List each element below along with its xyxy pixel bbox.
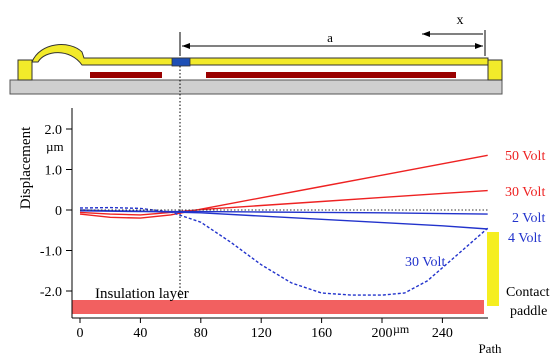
dimension-x-label: x bbox=[457, 13, 464, 28]
y-tick-label: -1.0 bbox=[40, 245, 62, 260]
beam bbox=[31, 44, 489, 66]
y-tick-label: 2.0 bbox=[45, 123, 63, 138]
x-tick-label: 0 bbox=[77, 326, 84, 341]
y-axis-label: Displacement bbox=[18, 126, 34, 209]
dimension-a-arrow-right bbox=[475, 43, 483, 49]
dimension-a-arrow-left bbox=[182, 43, 190, 49]
series-layer bbox=[79, 154, 489, 296]
x-tick-label: 160 bbox=[311, 326, 332, 341]
series-label-2: 2 Volt bbox=[512, 211, 545, 226]
series-label-3: 4 Volt bbox=[508, 231, 541, 246]
plot: Insulation layer Contact paddle 2.0 1.0 0 -… bbox=[18, 108, 550, 356]
series-line-4 bbox=[79, 206, 489, 296]
x-axis-label: Path bbox=[478, 341, 502, 356]
contact-paddle-bar bbox=[487, 232, 499, 306]
contact-paddle-label-line1: Contact bbox=[506, 285, 550, 300]
anchor-left bbox=[17, 59, 33, 81]
series-line-3 bbox=[79, 209, 488, 230]
substrate bbox=[9, 79, 503, 95]
insulation-post bbox=[171, 57, 191, 67]
electrode-right bbox=[206, 72, 456, 78]
series-line-1 bbox=[79, 189, 488, 216]
dimension-a-label: a bbox=[327, 30, 333, 45]
device-diagram: a x bbox=[9, 13, 503, 95]
series-label-1: 30 Volt bbox=[505, 185, 545, 200]
x-tick-label: 120 bbox=[251, 326, 272, 341]
series-label-0: 50 Volt bbox=[505, 149, 545, 164]
series-line-0 bbox=[79, 154, 488, 219]
series-labels: 50 Volt 30 Volt 2 Volt 4 Volt 30 Volt bbox=[405, 149, 545, 270]
x-axis-unit: µm bbox=[393, 322, 410, 336]
x-tick-label: 80 bbox=[194, 326, 208, 341]
anchor-right bbox=[487, 59, 503, 81]
y-ticks: 2.0 1.0 0 -1.0 -2.0 bbox=[40, 123, 72, 300]
contact-paddle-label-line2: paddle bbox=[510, 304, 547, 319]
insulation-layer-label: Insulation layer bbox=[95, 286, 189, 302]
dimension-x-arrow bbox=[422, 31, 430, 37]
y-tick-label: 1.0 bbox=[45, 164, 63, 179]
x-tick-label: 40 bbox=[133, 326, 147, 341]
y-axis-unit: µm bbox=[46, 139, 64, 154]
x-tick-label: 200 bbox=[372, 326, 393, 341]
y-tick-label: 0 bbox=[55, 204, 62, 219]
x-ticks: 0 40 80 120 160 200 240 bbox=[77, 318, 453, 341]
insulation-layer-bar bbox=[72, 300, 484, 314]
x-tick-label: 240 bbox=[432, 326, 453, 341]
electrode-left bbox=[90, 72, 162, 78]
y-tick-label: -2.0 bbox=[40, 285, 62, 300]
series-label-4: 30 Volt bbox=[405, 255, 445, 270]
